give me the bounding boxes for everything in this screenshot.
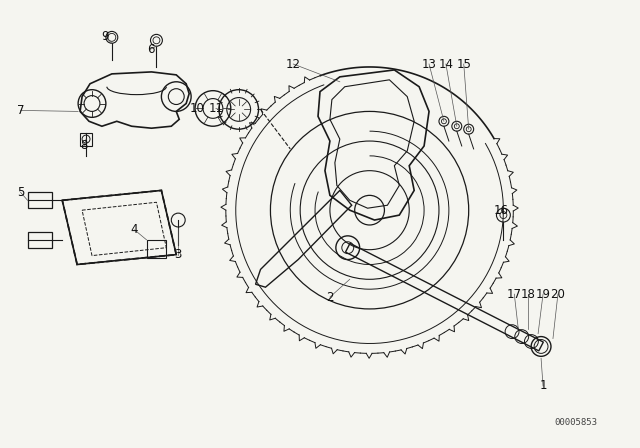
Text: 14: 14 <box>438 57 453 70</box>
Text: 4: 4 <box>131 224 138 237</box>
Text: 6: 6 <box>147 43 154 56</box>
Text: 10: 10 <box>189 102 205 115</box>
Text: 3: 3 <box>175 248 182 261</box>
Text: 9: 9 <box>101 30 109 43</box>
Text: 2: 2 <box>326 291 333 304</box>
Text: 7: 7 <box>17 104 24 117</box>
Text: 18: 18 <box>521 288 536 301</box>
Text: 13: 13 <box>422 57 436 70</box>
Text: 00005853: 00005853 <box>555 418 598 427</box>
Text: 17: 17 <box>507 288 522 301</box>
Text: 1: 1 <box>540 379 547 392</box>
Text: 15: 15 <box>456 57 471 70</box>
Text: 8: 8 <box>81 139 88 152</box>
Text: 5: 5 <box>17 186 24 199</box>
Text: 19: 19 <box>536 288 550 301</box>
Text: 20: 20 <box>550 288 565 301</box>
Text: 12: 12 <box>285 57 301 70</box>
Text: 11: 11 <box>209 102 223 115</box>
Text: 16: 16 <box>494 204 509 217</box>
